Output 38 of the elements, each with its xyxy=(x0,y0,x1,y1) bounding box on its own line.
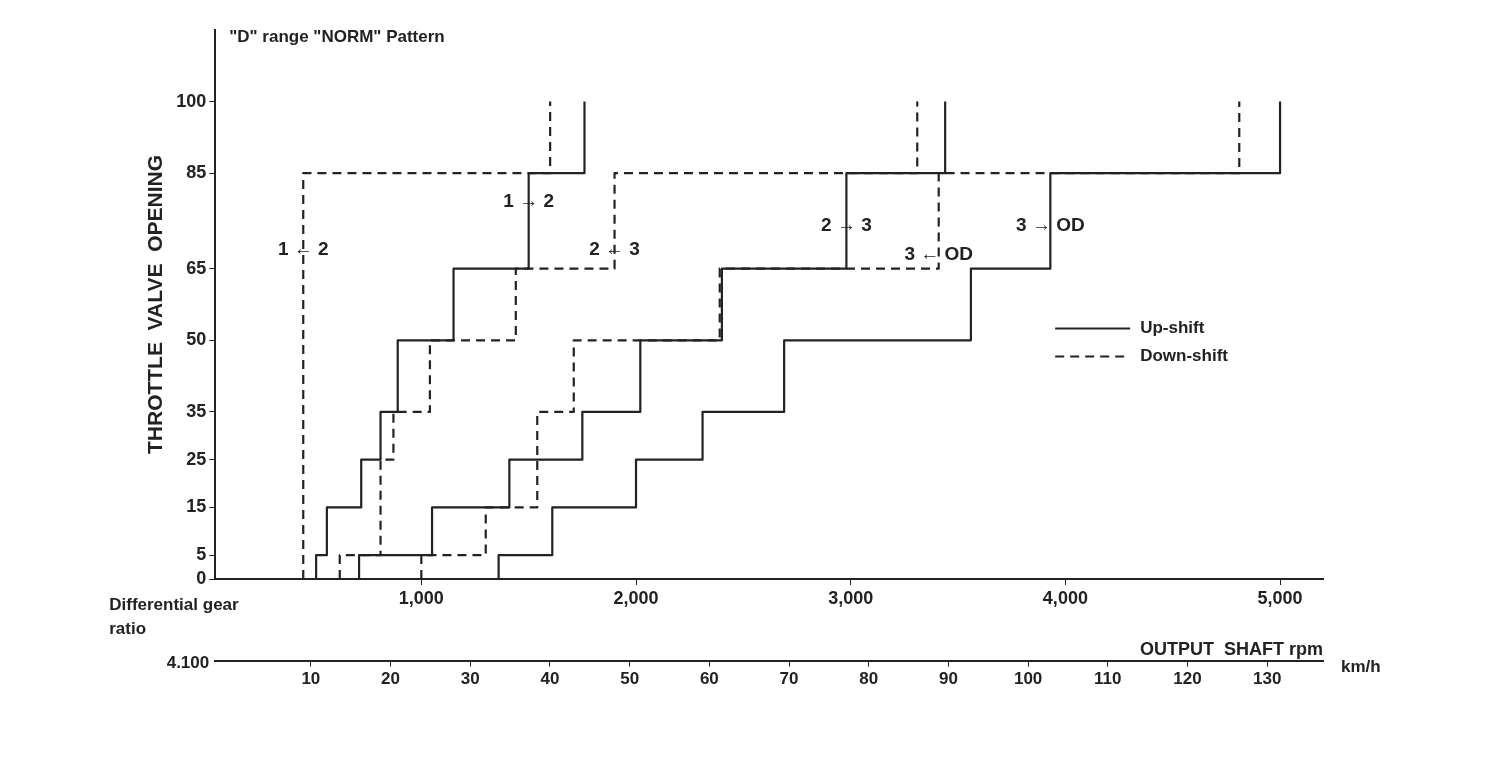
x-axis-title: OUTPUT SHAFT rpm xyxy=(1140,638,1323,659)
chart-title: "D" range "NORM" Pattern xyxy=(229,27,445,46)
y-tick-label: 0 xyxy=(196,567,207,588)
annotation: 3 ← OD xyxy=(904,242,974,264)
x-tick-label: 3,000 xyxy=(828,587,874,608)
y-tick-label: 50 xyxy=(186,329,207,350)
y-tick-label: 100 xyxy=(176,90,207,111)
x2-tick-label: 30 xyxy=(460,669,480,689)
y-tick-label: 5 xyxy=(196,544,207,565)
x2-tick-label: 110 xyxy=(1094,669,1122,689)
y-axis-title: THROTTLE VALVE OPENING xyxy=(143,154,167,455)
y-tick-label: 25 xyxy=(186,448,207,469)
x-tick-label: 5,000 xyxy=(1257,587,1303,608)
y-tick-label: 35 xyxy=(186,400,207,421)
x-tick-label: 1,000 xyxy=(398,587,444,608)
x2-tick-label: 60 xyxy=(699,669,719,689)
x2-tick-label: 90 xyxy=(938,669,958,689)
x2-tick-label: 70 xyxy=(779,669,799,689)
x2-tick-label: 50 xyxy=(620,669,640,689)
x-tick-label: 4,000 xyxy=(1042,587,1088,608)
x2-tick-label: 20 xyxy=(381,669,401,689)
x-tick-label: 2,000 xyxy=(613,587,659,608)
legend-label: Down-shift xyxy=(1140,346,1229,366)
x2-tick-label: 100 xyxy=(1013,669,1043,689)
annotation: 1 ← 2 xyxy=(277,237,329,259)
x2-tick-label: 130 xyxy=(1253,669,1282,689)
y-tick-label: 85 xyxy=(186,162,207,183)
y-tick-label: 65 xyxy=(186,257,207,278)
x2-tick-label: 120 xyxy=(1173,669,1202,689)
y-tick-label: 15 xyxy=(186,496,207,517)
x2-axis-title: km/h xyxy=(1341,656,1381,676)
x2-tick-label: 10 xyxy=(301,669,321,689)
x2-tick-label: 80 xyxy=(859,669,879,689)
annotation: 3 → OD xyxy=(1016,213,1085,235)
text: Differential gear ratio xyxy=(109,594,240,638)
legend-label: Up-shift xyxy=(1140,318,1205,338)
x2-tick-label: 40 xyxy=(540,669,560,689)
text: 4.100 xyxy=(166,652,210,672)
